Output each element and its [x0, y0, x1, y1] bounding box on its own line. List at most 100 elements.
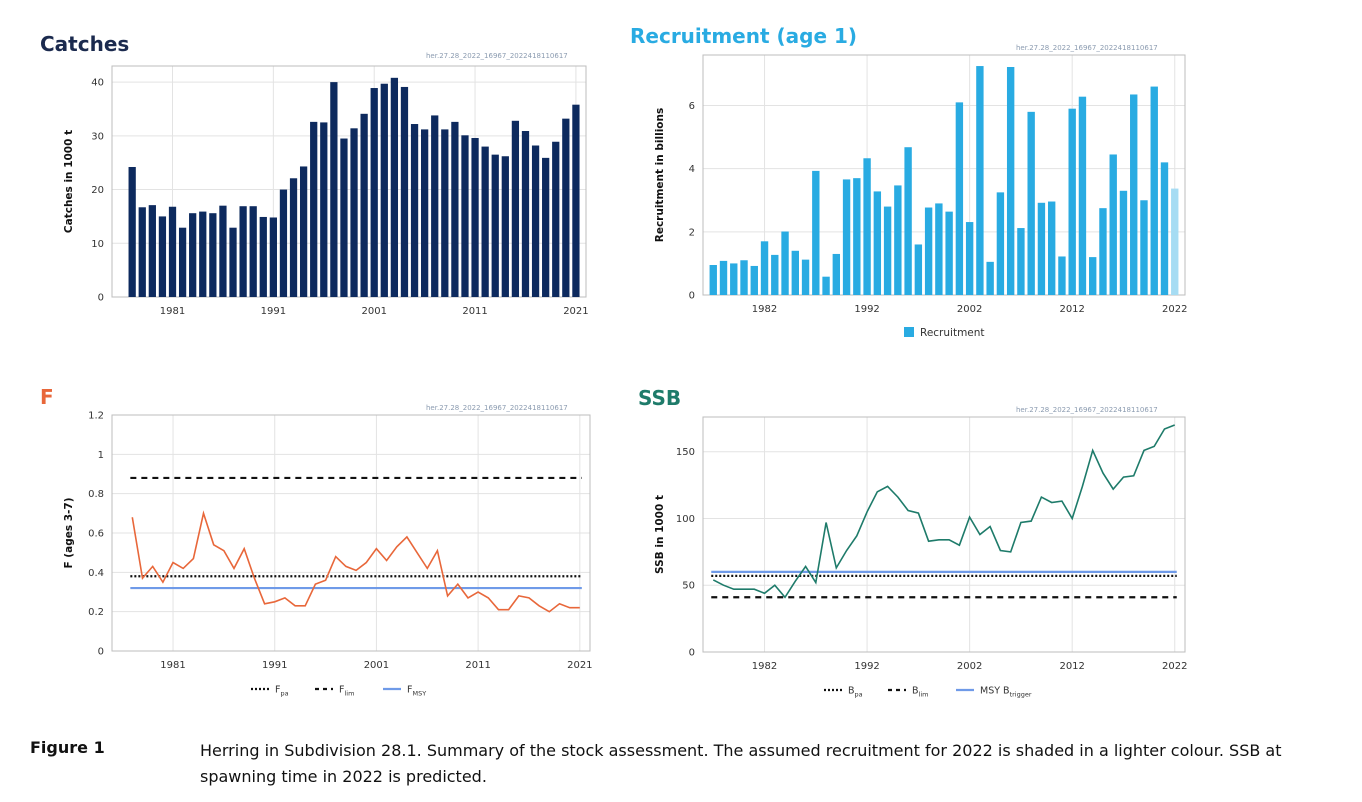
catches-bar: [542, 157, 550, 297]
recruitment-bar: [791, 250, 799, 295]
catches-ytick-label: 20: [91, 185, 104, 196]
recruitment-bar: [986, 261, 994, 295]
catches-bar: [471, 137, 479, 297]
recruitment-bar: [1171, 188, 1179, 295]
recruitment-bar: [1089, 257, 1097, 295]
catches-bar: [340, 138, 348, 297]
recruitment-ylabel: Recruitment in billions: [654, 108, 666, 243]
f-ytick-label: 0.2: [88, 607, 104, 618]
recruitment-ytick-label: 6: [689, 101, 695, 112]
catches-bar: [138, 207, 146, 297]
catches-xtick-label: 2011: [462, 306, 487, 317]
catches-bar: [400, 86, 409, 297]
recruitment-bar: [1099, 208, 1107, 295]
f-ytick-label: 0: [98, 647, 104, 658]
catches-bar: [320, 122, 328, 297]
recruitment-bar: [832, 253, 841, 295]
recruitment-bar: [1078, 96, 1087, 296]
catches-bar: [390, 77, 399, 297]
f-ytick-label: 1: [98, 450, 104, 461]
f-xtick-label: 1981: [160, 660, 185, 671]
ssb-xtick-label: 2022: [1162, 661, 1187, 672]
recruitment-xtick-label: 1982: [752, 304, 777, 315]
f-xtick-label: 1991: [262, 660, 287, 671]
recruitment-bar: [935, 203, 943, 295]
catches-xtick-label: 2021: [563, 306, 588, 317]
catches-bar: [199, 211, 207, 297]
catches-bar: [521, 131, 530, 297]
f-legend-label: Flim: [339, 685, 354, 698]
catches-bar: [380, 83, 388, 297]
ssb-title: SSB: [638, 386, 682, 410]
catches-bar: [189, 213, 197, 297]
catches-bar: [310, 121, 318, 297]
catches-bar: [441, 129, 449, 297]
ssb-series-line: [712, 424, 1175, 599]
recruitment-bar: [1037, 202, 1046, 295]
catches-bar: [259, 216, 267, 297]
ssb-xtick-label: 1982: [752, 661, 777, 672]
recruitment-xtick-label: 2012: [1059, 304, 1084, 315]
f-ytick-label: 1.2: [88, 411, 104, 422]
catches-bar: [219, 205, 227, 297]
catches-bar: [289, 178, 298, 297]
recruitment-bar: [1119, 190, 1128, 295]
catches-ytick-label: 30: [91, 131, 104, 142]
recruitment-bar: [1140, 200, 1148, 295]
recruitment-bar: [924, 207, 933, 295]
catches-bar: [531, 145, 540, 297]
recruitment-frame: [702, 54, 1186, 296]
catches-bar: [148, 205, 156, 297]
f-axes: 0 0.2 0.4 0.6 0.8 1 1.2 1981 1991 2001 2011 2021 F (…: [63, 411, 593, 672]
f-frame: [111, 414, 591, 652]
recruitment-bar: [750, 265, 758, 295]
recruitment-bar: [709, 265, 717, 295]
f-stamp: her.27.28_2022_16967_2022418110617: [426, 404, 568, 412]
catches-bar: [360, 113, 368, 297]
recruitment-bar: [801, 259, 810, 295]
catches-ylabel: Catches in 1000 t: [63, 130, 75, 233]
recruitment-bar: [976, 66, 984, 295]
ssb-ytick-label: 0: [689, 648, 695, 659]
recruitment-bar: [904, 147, 912, 295]
recruitment-ytick-label: 4: [689, 164, 695, 175]
catches-bar: [178, 227, 187, 297]
ssb-ytick-label: 100: [676, 514, 695, 525]
catches-bar: [410, 124, 419, 297]
f-ytick-label: 0.8: [88, 489, 104, 500]
ssb-legend-label: Bpa: [848, 686, 863, 699]
recruitment-bar: [1058, 256, 1066, 295]
recruitment-bar: [945, 211, 953, 295]
catches-bar: [168, 206, 177, 297]
catches-bar: [451, 121, 459, 297]
recruitment-bar: [1068, 108, 1076, 296]
catches-bar: [552, 141, 560, 297]
f-ylabel: F (ages 3-7): [63, 497, 75, 568]
ssb-legend-label: Blim: [912, 686, 928, 699]
recruitment-bar: [1027, 111, 1035, 295]
catches-ytick-label: 0: [98, 293, 104, 304]
catches-bar: [330, 82, 338, 298]
recruitment-bar: [894, 185, 902, 295]
recruitment-bar: [873, 191, 882, 295]
catches-frame: [111, 65, 587, 298]
recruitment-bar: [1160, 162, 1169, 295]
catches-bar: [370, 88, 378, 298]
ssb-legend-label: MSY Btrigger: [980, 686, 1032, 699]
catches-bar: [229, 227, 237, 297]
catches-xtick-label: 1981: [160, 306, 185, 317]
recruitment-bar: [1150, 86, 1158, 295]
f-title: F: [40, 385, 54, 409]
recruitment-bar: [996, 192, 1005, 295]
catches-bar: [562, 118, 570, 297]
catches-bar: [350, 128, 358, 297]
catches-xtick-label: 2001: [361, 306, 386, 317]
recruitment-legend-swatch: [904, 327, 914, 337]
catches-bar: [299, 166, 308, 297]
recruitment-stamp: her.27.28_2022_16967_2022418110617: [1016, 44, 1158, 52]
recruitment-bar: [914, 244, 923, 295]
recruitment-bar: [1130, 94, 1138, 295]
catches-stamp: her.27.28_2022_16967_2022418110617: [426, 52, 568, 60]
catches-bar: [481, 146, 489, 297]
catches-bar: [491, 154, 499, 297]
